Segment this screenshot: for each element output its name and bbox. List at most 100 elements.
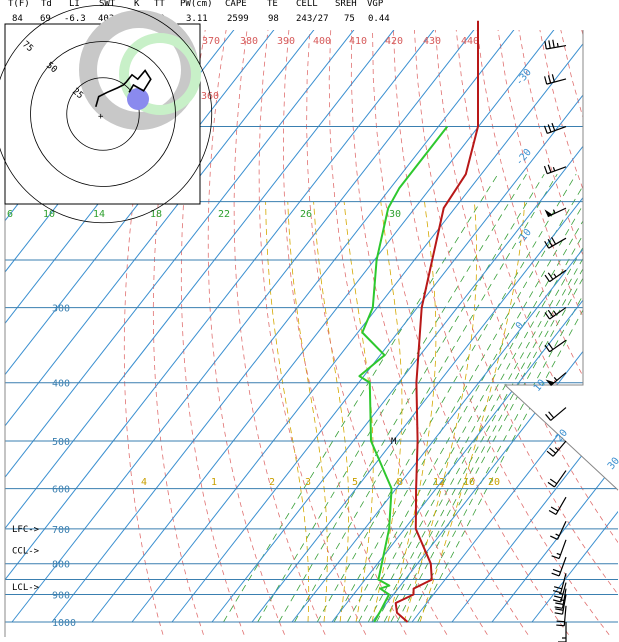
wind-barb-half-flag xyxy=(554,447,559,451)
wind-barb-flag xyxy=(543,125,548,134)
hodograph-inner-ring xyxy=(119,33,201,115)
wind-barb-flag xyxy=(552,599,561,603)
wind-barb-flag xyxy=(545,413,552,421)
wind-barb-flag xyxy=(552,39,555,48)
header-label-9: CELL xyxy=(296,0,318,9)
header-label-5: TT xyxy=(154,0,165,9)
wind-barb-flag xyxy=(544,274,551,283)
dry-adiabat-290 xyxy=(258,30,367,635)
level-label-1: LFC-> xyxy=(12,525,40,535)
wind-barb-flag xyxy=(554,606,563,609)
wind-barb-1 xyxy=(544,74,567,85)
dry-adiabat-270 xyxy=(207,30,285,635)
mixing-ratio-6 xyxy=(316,173,577,623)
dry-adiabat-310 xyxy=(306,30,448,635)
moist-label-8: 20 xyxy=(488,477,500,488)
mixing-ratio-22 xyxy=(396,174,618,623)
theta-label-380: 380 xyxy=(240,36,258,47)
hodograph-circle-25 xyxy=(66,77,140,151)
wind-barb-half-flag xyxy=(552,209,556,214)
wind-barb-flag xyxy=(547,238,553,247)
header-label-2: LI xyxy=(69,0,80,9)
isotherm--10 xyxy=(251,30,618,623)
storm-marker-label: M xyxy=(391,437,397,447)
moist-label-5: 8 xyxy=(397,477,403,488)
wind-barb-flag xyxy=(552,590,561,594)
header-label-8: TE xyxy=(267,0,278,9)
temperature-label--20: -20 xyxy=(514,147,534,168)
mixing-ratio-18 xyxy=(383,174,618,623)
wind-barb-flag xyxy=(544,312,551,320)
hodograph-outer-ring xyxy=(79,10,199,130)
isotherm--50 xyxy=(91,30,562,623)
header-value-10: 75 xyxy=(344,14,355,24)
dry-adiabat-370 xyxy=(434,30,618,635)
dry-adiabat-240 xyxy=(123,30,166,635)
wind-barb-flag xyxy=(551,572,560,577)
wind-barb-17 xyxy=(552,573,567,594)
wind-barb-flag xyxy=(544,41,547,50)
dry-adiabat-250 xyxy=(152,30,204,635)
wind-barb-flag xyxy=(556,624,565,627)
storm-motion-dot xyxy=(127,88,149,110)
header-value-8: 98 xyxy=(268,14,279,24)
pressure-label-600: 600 xyxy=(52,485,70,496)
pressure-label-700: 700 xyxy=(52,525,70,536)
header-value-3: 403 xyxy=(98,14,114,24)
wind-barb-13 xyxy=(548,496,567,515)
mixing-ratio-label-6: 6 xyxy=(7,209,13,220)
dry-adiabat-260 xyxy=(180,30,245,635)
wind-barb-shaft xyxy=(546,44,567,50)
isotherm-50 xyxy=(491,30,618,623)
wind-barb-shaft xyxy=(558,539,567,559)
theta-label-420: 420 xyxy=(385,36,403,47)
wind-barb-0 xyxy=(544,39,567,50)
header-value-11: 0.44 xyxy=(368,14,390,24)
isotherm-30 xyxy=(411,30,618,623)
mixing-ratio-16 xyxy=(376,174,618,623)
wind-barb-half-flag xyxy=(558,592,564,595)
header-label-10: SREH xyxy=(335,0,357,9)
wind-barb-shaft xyxy=(552,440,567,457)
temperature-label--10: -10 xyxy=(514,227,534,248)
wind-barb-half-flag xyxy=(553,376,558,381)
moist-label-7: 16 xyxy=(463,477,475,488)
wind-barb-flag xyxy=(556,620,565,623)
isotherm--110 xyxy=(5,30,322,623)
wind-barb-6 xyxy=(544,269,567,283)
moist-label-3: 3 xyxy=(305,477,311,488)
temperature-profile-line xyxy=(394,20,479,623)
mixing-ratio-label-26: 26 xyxy=(300,209,312,220)
wind-barb-10 xyxy=(545,407,567,421)
plot-frame xyxy=(503,30,619,491)
moist-adiabat-32 xyxy=(419,201,526,623)
wind-barb-4 xyxy=(544,207,567,218)
wind-barb-22 xyxy=(558,622,567,642)
wind-barb-flag xyxy=(544,76,548,85)
temperature-label-30: 30 xyxy=(606,456,619,472)
wind-barb-shaft xyxy=(549,339,567,353)
isotherm--30 xyxy=(171,30,618,623)
wind-barb-half-flag xyxy=(553,273,557,278)
wind-barb-2 xyxy=(543,122,567,134)
header-value-0: 84 xyxy=(12,14,23,24)
mixing-ratio-label-30: 30 xyxy=(389,209,401,220)
isotherms xyxy=(5,30,618,623)
wind-barb-flag xyxy=(551,122,556,131)
pressure-label-900: 900 xyxy=(52,590,70,601)
pressure-label-400: 400 xyxy=(52,379,70,390)
theta-label-370: 370 xyxy=(202,36,220,47)
mixing-ratio-label-22: 22 xyxy=(218,209,230,220)
wind-barb-shaft xyxy=(557,521,567,540)
theta-label-400: 400 xyxy=(313,36,331,47)
wind-barb-flag xyxy=(553,586,563,590)
sounding-profiles xyxy=(358,20,479,623)
isotherm-10 xyxy=(331,30,618,623)
wind-barb-18 xyxy=(552,582,567,603)
dry-adiabat-430 xyxy=(558,30,618,635)
wind-barb-flag xyxy=(555,608,564,611)
isotherm--100 xyxy=(5,30,362,623)
pressure-label-500: 500 xyxy=(52,437,70,448)
